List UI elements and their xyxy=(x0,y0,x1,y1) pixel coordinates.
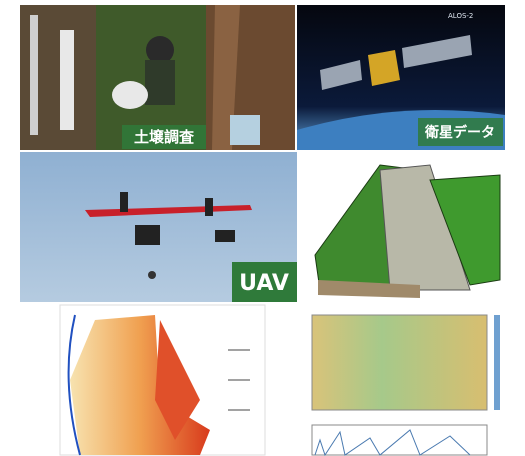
panel-label: 土壌調査 xyxy=(134,128,195,146)
site-illustration xyxy=(305,152,505,300)
uav-photo: UAV xyxy=(20,152,297,302)
satellite-image: ALOS-2 衛星データ xyxy=(297,5,505,150)
soil-survey-photo: 土壌調査 xyxy=(20,5,295,150)
panel-label: UAV xyxy=(239,271,289,296)
panel-label: 衛星データ xyxy=(424,124,495,141)
satellite-caption: ALOS-2 xyxy=(448,12,473,20)
contour-map xyxy=(59,304,266,456)
data-figure xyxy=(295,305,510,456)
